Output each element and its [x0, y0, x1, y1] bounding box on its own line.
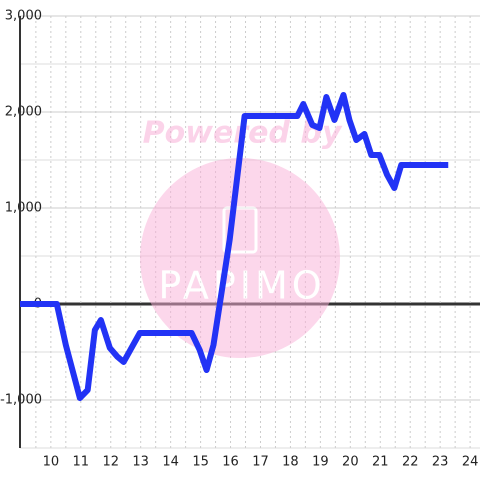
- x-tick-label: 15: [192, 455, 209, 470]
- x-tick-label: 17: [252, 455, 269, 470]
- y-tick-label: 2,000: [5, 105, 42, 120]
- x-tick-label: 13: [132, 455, 149, 470]
- x-tick-label: 21: [372, 455, 389, 470]
- x-tick-label: 20: [342, 455, 359, 470]
- watermark-icon: [222, 206, 258, 254]
- y-tick-label: 1,000: [5, 201, 42, 216]
- y-tick-label: 3,000: [5, 9, 42, 24]
- x-tick-label: 24: [462, 455, 479, 470]
- x-tick-label: 14: [162, 455, 179, 470]
- watermark-logo: PAPIMO: [158, 264, 325, 308]
- data-line: [20, 92, 449, 402]
- x-tick-label: 11: [73, 455, 90, 470]
- x-tick-label: 16: [222, 455, 239, 470]
- x-tick-label: 23: [432, 455, 449, 470]
- x-tick-label: 22: [402, 455, 419, 470]
- watermark-circle: [140, 158, 340, 358]
- x-tick-label: 18: [282, 455, 299, 470]
- x-tick-label: 19: [312, 455, 329, 470]
- x-tick-label: 12: [102, 455, 119, 470]
- y-tick-label: -1,000: [0, 393, 42, 408]
- x-tick-label: 10: [43, 455, 60, 470]
